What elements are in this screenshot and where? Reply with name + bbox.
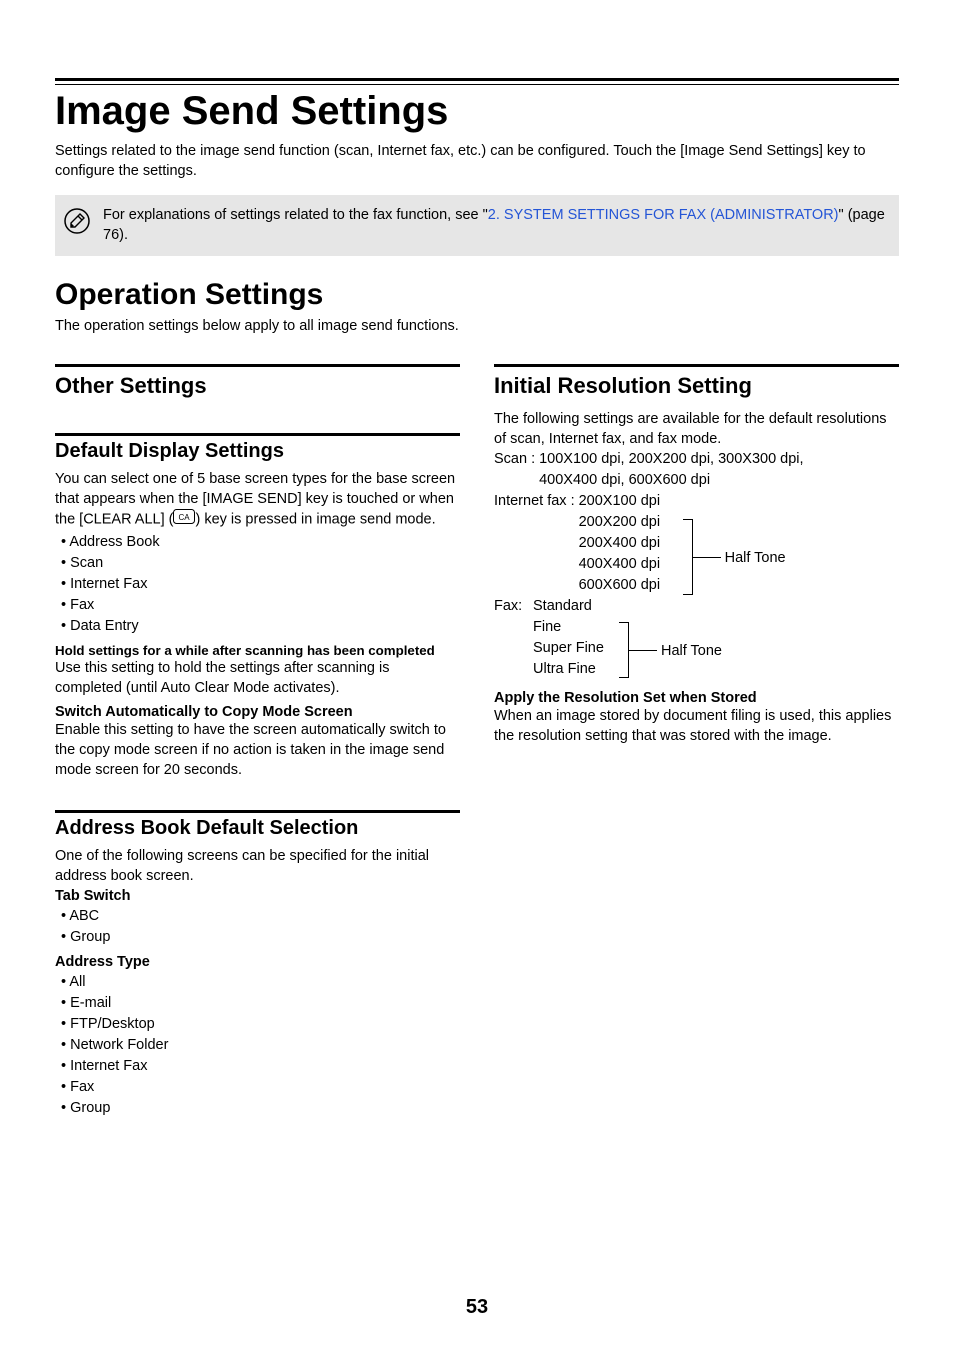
tab-switch-list: ABC Group <box>55 906 460 948</box>
initial-res-intro: The following settings are available for… <box>494 409 899 449</box>
left-column: Other Settings Default Display Settings … <box>55 364 460 1125</box>
initial-res-rule <box>494 364 899 367</box>
list-item: Data Entry <box>61 616 460 637</box>
tab-switch-label: Tab Switch <box>55 888 460 904</box>
note-pre: For explanations of settings related to … <box>103 207 488 223</box>
scan-label: Scan : <box>494 449 535 491</box>
initial-res-heading: Initial Resolution Setting <box>494 373 899 399</box>
list-item: Internet Fax <box>61 1056 460 1077</box>
list-item: Fax <box>61 1077 460 1098</box>
switch-auto-body: Enable this setting to have the screen a… <box>55 720 460 780</box>
halftone-connector <box>629 650 657 651</box>
halftone-label: Half Tone <box>661 641 722 662</box>
apply-resolution-body: When an image stored by document filing … <box>494 706 899 746</box>
fax-res-item: Ultra Fine <box>533 659 789 680</box>
address-book-intro: One of the following screens can be spec… <box>55 846 460 886</box>
list-item: Group <box>61 927 460 948</box>
switch-auto-title: Switch Automatically to Copy Mode Screen <box>55 704 460 720</box>
list-item: Address Book <box>61 532 460 553</box>
other-settings-rule <box>55 364 460 367</box>
note-link[interactable]: 2. SYSTEM SETTINGS FOR FAX (ADMINISTRATO… <box>488 207 839 223</box>
bracket-icon <box>619 622 629 678</box>
address-type-label: Address Type <box>55 954 460 970</box>
scan-resolution-row: Scan : 100X100 dpi, 200X200 dpi, 300X300… <box>494 449 899 491</box>
list-item: Scan <box>61 553 460 574</box>
operation-settings-heading: Operation Settings <box>55 278 899 312</box>
intro-text: Settings related to the image send funct… <box>55 142 899 181</box>
address-book-rule <box>55 810 460 813</box>
list-item: E-mail <box>61 993 460 1014</box>
scan-resolutions-1: 100X100 dpi, 200X200 dpi, 300X300 dpi, <box>539 449 803 470</box>
note-text: For explanations of settings related to … <box>103 205 887 246</box>
apply-resolution-title: Apply the Resolution Set when Stored <box>494 690 899 706</box>
right-column: Initial Resolution Setting The following… <box>494 364 899 1125</box>
fax-res-item: Standard <box>533 596 789 617</box>
fax-label: Fax: <box>494 596 529 680</box>
page: Image Send Settings Settings related to … <box>0 0 954 1351</box>
default-display-heading: Default Display Settings <box>55 440 460 463</box>
page-title: Image Send Settings <box>55 89 899 134</box>
default-display-rule <box>55 433 460 436</box>
clear-all-key-icon: CA <box>173 509 195 530</box>
pencil-circle-icon <box>63 207 91 235</box>
halftone-connector <box>693 557 721 558</box>
info-note: For explanations of settings related to … <box>55 195 899 256</box>
default-display-list: Address Book Scan Internet Fax Fax Data … <box>55 532 460 637</box>
halftone-label: Half Tone <box>725 548 786 569</box>
address-type-list: All E-mail FTP/Desktop Network Folder In… <box>55 972 460 1119</box>
list-item: Internet Fax <box>61 574 460 595</box>
ifax-resolution-row: Internet fax : 200X100 dpi 200X200 dpi 2… <box>494 491 899 596</box>
fax-res-item: Fine <box>533 617 789 638</box>
list-item: FTP/Desktop <box>61 1014 460 1035</box>
other-settings-heading: Other Settings <box>55 373 460 399</box>
list-item: Network Folder <box>61 1035 460 1056</box>
two-column-layout: Other Settings Default Display Settings … <box>55 364 899 1125</box>
bracket-icon <box>683 519 693 595</box>
fax-resolution-row: Fax: Standard Fine Super Fine Ultra Fine… <box>494 596 899 680</box>
scan-resolutions-2: 400X400 dpi, 600X600 dpi <box>539 470 803 491</box>
ifax-res-item: 200X100 dpi <box>579 491 805 512</box>
resolution-block: Scan : 100X100 dpi, 200X200 dpi, 300X300… <box>494 449 899 680</box>
hold-settings-title: Hold settings for a while after scanning… <box>55 643 460 658</box>
ca-key-label: CA <box>179 513 191 522</box>
hold-settings-body: Use this setting to hold the settings af… <box>55 658 460 698</box>
list-item: Fax <box>61 595 460 616</box>
list-item: ABC <box>61 906 460 927</box>
list-item: All <box>61 972 460 993</box>
address-book-heading: Address Book Default Selection <box>55 817 460 840</box>
title-rule <box>55 78 899 85</box>
default-display-body: You can select one of 5 base screen type… <box>55 469 460 530</box>
dd-body-post: ) key is pressed in image send mode. <box>195 511 435 527</box>
page-number: 53 <box>0 1296 954 1319</box>
operation-settings-intro: The operation settings below apply to al… <box>55 318 899 334</box>
ifax-label: Internet fax : <box>494 491 575 596</box>
list-item: Group <box>61 1098 460 1119</box>
